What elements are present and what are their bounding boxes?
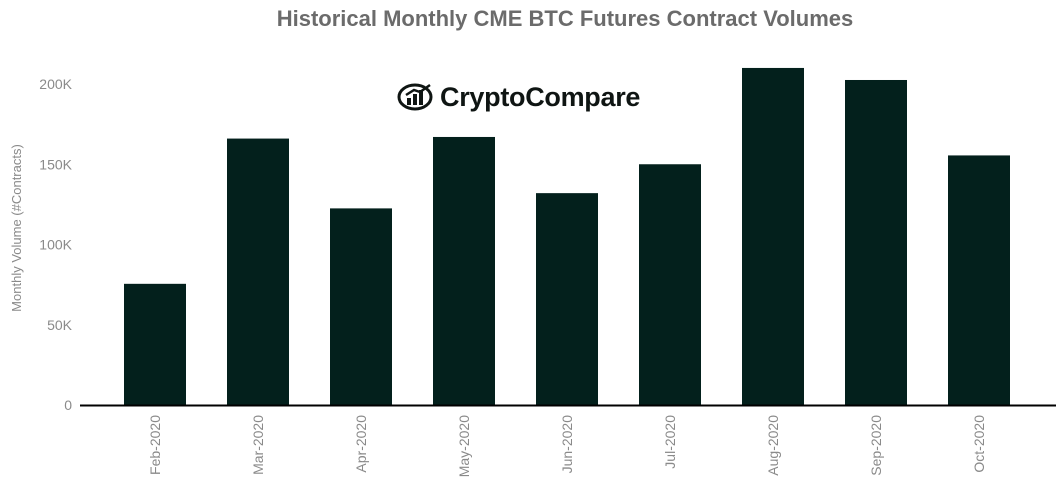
x-tick-label: Oct-2020 [971, 415, 987, 473]
y-axis-label: Monthly Volume (#Contracts) [9, 144, 24, 312]
y-tick-label: 150K [39, 156, 72, 172]
x-tick-label: May-2020 [456, 415, 472, 477]
logo-text-right: Compare [525, 81, 641, 112]
bar-sep-2020 [845, 79, 907, 406]
y-tick-label: 0 [64, 397, 72, 413]
bar-may-2020 [433, 136, 495, 405]
bar-jun-2020 [536, 193, 598, 405]
bar-apr-2020 [330, 208, 392, 405]
y-axis-ticks: 0 50K 100K 150K 200K [39, 76, 72, 413]
x-tick-label: Aug-2020 [765, 415, 781, 476]
y-tick-label: 100K [39, 237, 72, 253]
x-tick-label: Feb-2020 [147, 415, 163, 475]
x-tick-label: Jul-2020 [662, 415, 678, 469]
logo-text-left: Crypto [440, 81, 526, 112]
x-tick-label: Apr-2020 [353, 415, 369, 473]
chart-title: Historical Monthly CME BTC Futures Contr… [276, 6, 854, 31]
bar-feb-2020 [124, 283, 186, 405]
bar-oct-2020 [948, 155, 1010, 405]
cryptocompare-logo-icon [397, 83, 433, 111]
bar-jul-2020 [639, 164, 701, 405]
y-tick-label: 50K [47, 317, 73, 333]
y-tick-label: 200K [39, 76, 72, 92]
x-tick-label: Mar-2020 [250, 415, 266, 475]
x-tick-label: Jun-2020 [559, 415, 575, 474]
bar-mar-2020 [227, 138, 289, 405]
x-axis-ticks: Feb-2020 Mar-2020 Apr-2020 May-2020 Jun-2020… [147, 415, 987, 477]
x-tick-label: Sep-2020 [868, 415, 884, 476]
cryptocompare-logo: CryptoCompare [396, 80, 640, 114]
bar-aug-2020 [742, 67, 804, 405]
bars-group [124, 67, 1010, 406]
